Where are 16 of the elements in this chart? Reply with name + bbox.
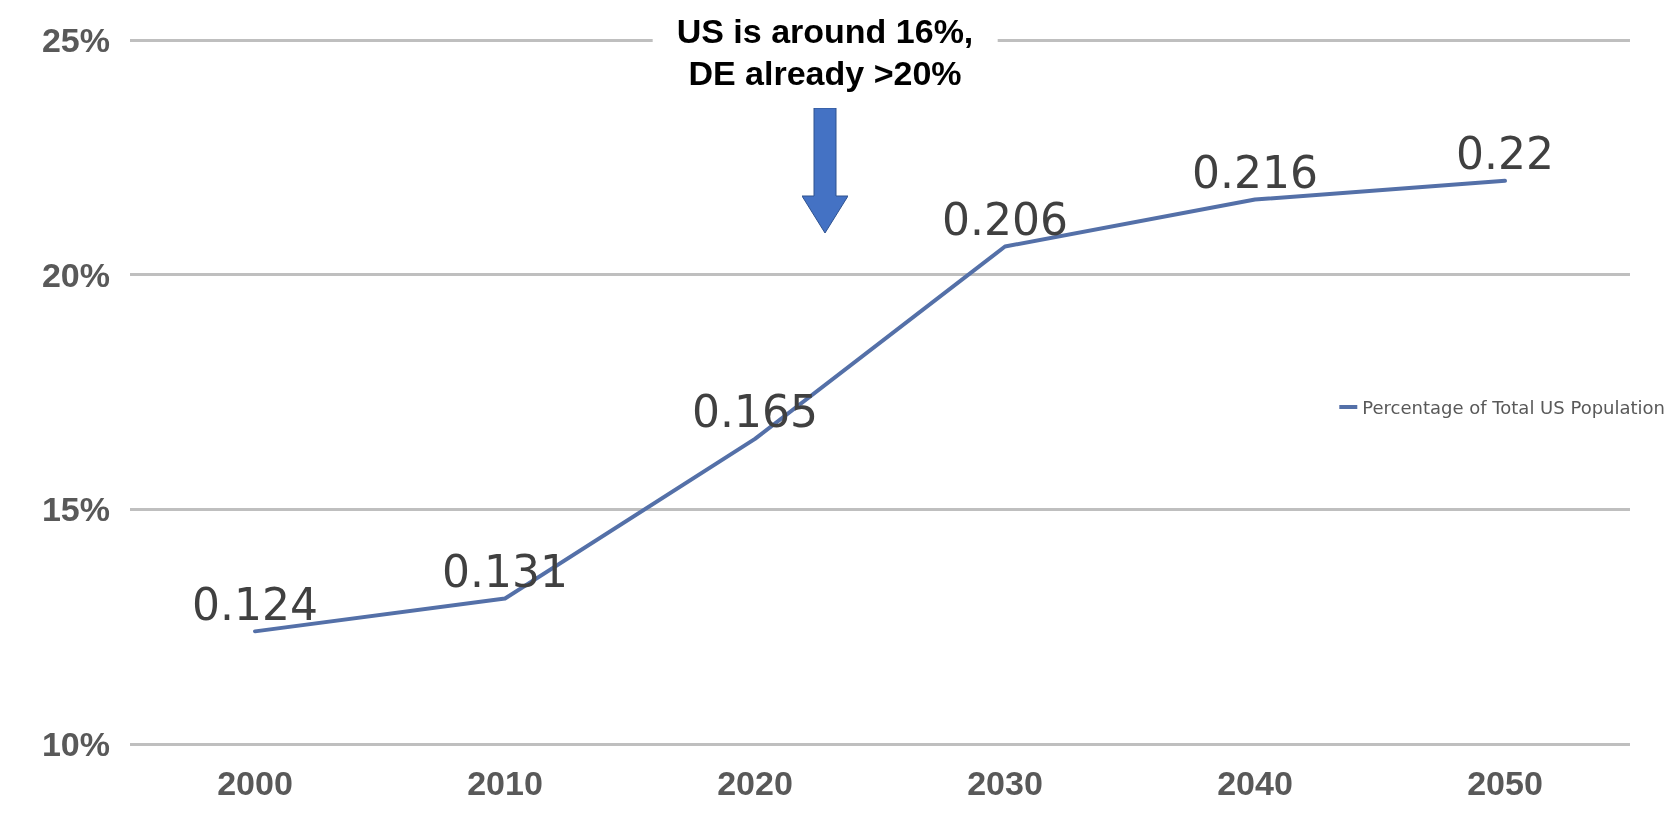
annotation: US is around 16%, DE already >20% bbox=[652, 8, 998, 96]
x-tick-label: 2000 bbox=[217, 764, 293, 802]
y-tick-label: 20% bbox=[41, 255, 110, 294]
data-label: 0.22 bbox=[1456, 128, 1554, 180]
x-tick-label: 2020 bbox=[717, 764, 793, 802]
y-tick-label: 15% bbox=[41, 490, 110, 529]
y-tick-label: 25% bbox=[41, 21, 110, 59]
x-tick-label: 2040 bbox=[1217, 764, 1293, 802]
x-tick-label: 2030 bbox=[967, 764, 1043, 802]
x-tick-label: 2050 bbox=[1467, 764, 1543, 802]
legend-label: Percentage of Total US Population bbox=[1362, 396, 1666, 418]
y-tick-label: 10% bbox=[41, 725, 110, 763]
data-label: 0.216 bbox=[1192, 147, 1318, 199]
data-label: 0.124 bbox=[192, 578, 318, 630]
x-tick-label: 2010 bbox=[467, 764, 543, 802]
data-label: 0.206 bbox=[942, 194, 1068, 246]
